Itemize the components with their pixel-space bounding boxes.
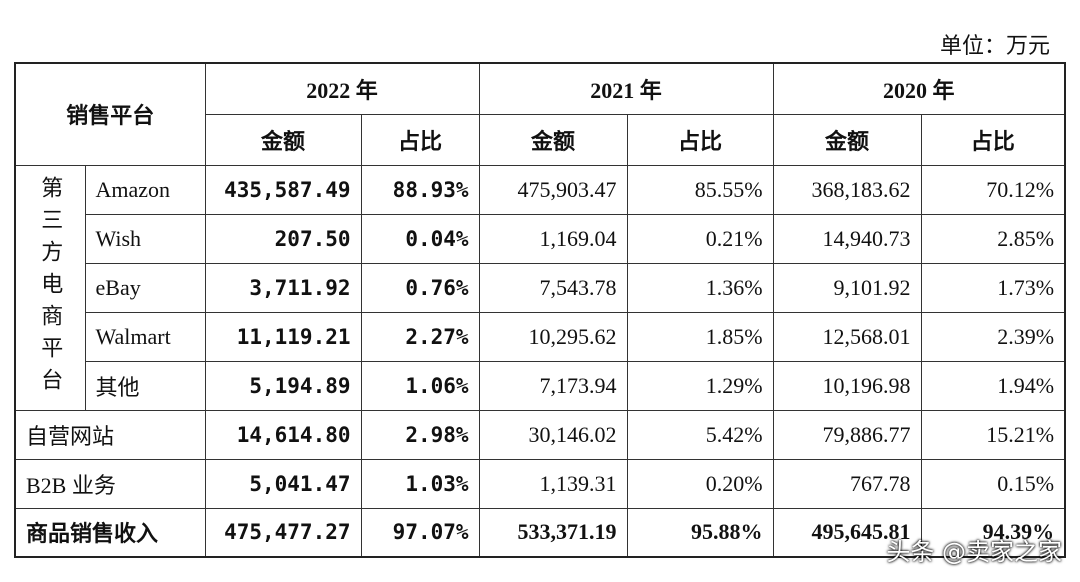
value-cell: 1.36%: [626, 262, 774, 313]
value-cell: 1,139.31: [478, 458, 628, 509]
value-cell: 9,101.92: [772, 262, 922, 313]
sub-header: 占比: [920, 113, 1066, 166]
value-cell: 95.88%: [626, 507, 774, 558]
header-cell: 销售平台: [14, 62, 206, 166]
platform-name: Wish: [84, 213, 206, 264]
value-cell: 0.20%: [626, 458, 774, 509]
value-cell: 2.39%: [920, 311, 1066, 362]
value-cell: 0.21%: [626, 213, 774, 264]
table-row: 第三方电商平台 Amazon 435,587.49 88.93% 475,903.47 8…: [14, 164, 1066, 411]
sub-header: 占比: [626, 113, 774, 166]
value-cell: 2.27%: [360, 311, 480, 362]
watermark: 头条 @卖家之家: [886, 538, 1062, 566]
platform-name: Amazon: [84, 164, 206, 215]
value-cell: 5,194.89: [204, 360, 362, 411]
value-cell: 85.55%: [626, 164, 774, 215]
year-header: 2022 年: [204, 62, 480, 115]
table-row: eBay 3,711.92 0.76% 7,543.78 1.36% 9,101.92 1.…: [15, 262, 1066, 313]
table-row: B2B 业务 5,041.47 1.03% 1,139.31 0.20% 767.78 0.…: [14, 458, 1066, 509]
value-cell: 14,614.80: [204, 409, 362, 460]
unit-label: 单位：万元: [939, 33, 1050, 58]
value-cell: 30,146.02: [478, 409, 628, 460]
platform-name: eBay: [84, 262, 206, 313]
value-cell: 368,183.62: [772, 164, 922, 215]
value-cell: 5,041.47: [204, 458, 362, 509]
value-cell: 5.42%: [626, 409, 774, 460]
value-cell: 2.98%: [360, 409, 480, 460]
platform-name: 商品销售收入: [14, 507, 206, 558]
value-cell: 70.12%: [920, 164, 1066, 215]
platform-name: 自营网站: [14, 409, 206, 460]
table-row: 商品销售收入 475,477.27 97.07% 533,371.19 95.88% 49…: [14, 507, 1066, 558]
table-row: 其他 5,194.89 1.06% 7,173.94 1.29% 10,196.98 1.9…: [15, 360, 1066, 411]
value-cell: 533,371.19: [478, 507, 628, 558]
table-row: Walmart 11,119.21 2.27% 10,295.62 1.85% 12,56…: [15, 311, 1066, 362]
value-cell: 1.94%: [920, 360, 1066, 411]
value-cell: 3,711.92: [204, 262, 362, 313]
value-cell: 14,940.73: [772, 213, 922, 264]
value-cell: 10,295.62: [478, 311, 628, 362]
value-cell: 435,587.49: [204, 164, 362, 215]
value-cell: 12,568.01: [772, 311, 922, 362]
value-cell: 94.39%: [920, 507, 1066, 558]
group-label: 第三方电商平台: [14, 164, 86, 411]
table-row: 自营网站 14,614.80 2.98% 30,146.02 5.42% 79,886.7…: [14, 409, 1066, 460]
value-cell: 79,886.77: [772, 409, 922, 460]
value-cell: 1.03%: [360, 458, 480, 509]
value-cell: 767.78: [772, 458, 922, 509]
value-cell: 10,196.98: [772, 360, 922, 411]
value-cell: 1.06%: [360, 360, 480, 411]
value-cell: 495,645.81: [772, 507, 922, 558]
value-cell: 1.29%: [626, 360, 774, 411]
platform-name: B2B 业务: [14, 458, 206, 509]
sub-header: 金额: [772, 113, 922, 166]
value-cell: 11,119.21: [204, 311, 362, 362]
value-cell: 2.85%: [920, 213, 1066, 264]
table-row: Wish 207.50 0.04% 1,169.04 0.21% 14,940.73 2.8…: [15, 213, 1066, 264]
value-cell: 1.85%: [626, 311, 774, 362]
value-cell: 0.04%: [360, 213, 480, 264]
value-cell: 207.50: [204, 213, 362, 264]
platform-name: Walmart: [84, 311, 206, 362]
sub-header: 金额: [478, 113, 628, 166]
value-cell: 475,477.27: [204, 507, 362, 558]
value-cell: 97.07%: [360, 507, 480, 558]
sub-header: 占比: [360, 113, 480, 166]
value-cell: 475,903.47: [478, 164, 628, 215]
value-cell: 15.21%: [920, 409, 1066, 460]
value-cell: 0.76%: [360, 262, 480, 313]
value-cell: 88.93%: [360, 164, 480, 215]
value-cell: 0.15%: [920, 458, 1066, 509]
year-header: 2020 年: [772, 62, 1066, 115]
value-cell: 7,173.94: [478, 360, 628, 411]
platform-name: 其他: [84, 360, 206, 411]
sales-table: 销售平台 2022 年 2021 年 2020 年 金额 占比 金额 占比 金额 占比 第…: [14, 62, 1067, 558]
value-cell: 1,169.04: [478, 213, 628, 264]
value-cell: 7,543.78: [478, 262, 628, 313]
sub-header: 金额: [204, 113, 362, 166]
year-header: 2021 年: [478, 62, 774, 115]
value-cell: 1.73%: [920, 262, 1066, 313]
